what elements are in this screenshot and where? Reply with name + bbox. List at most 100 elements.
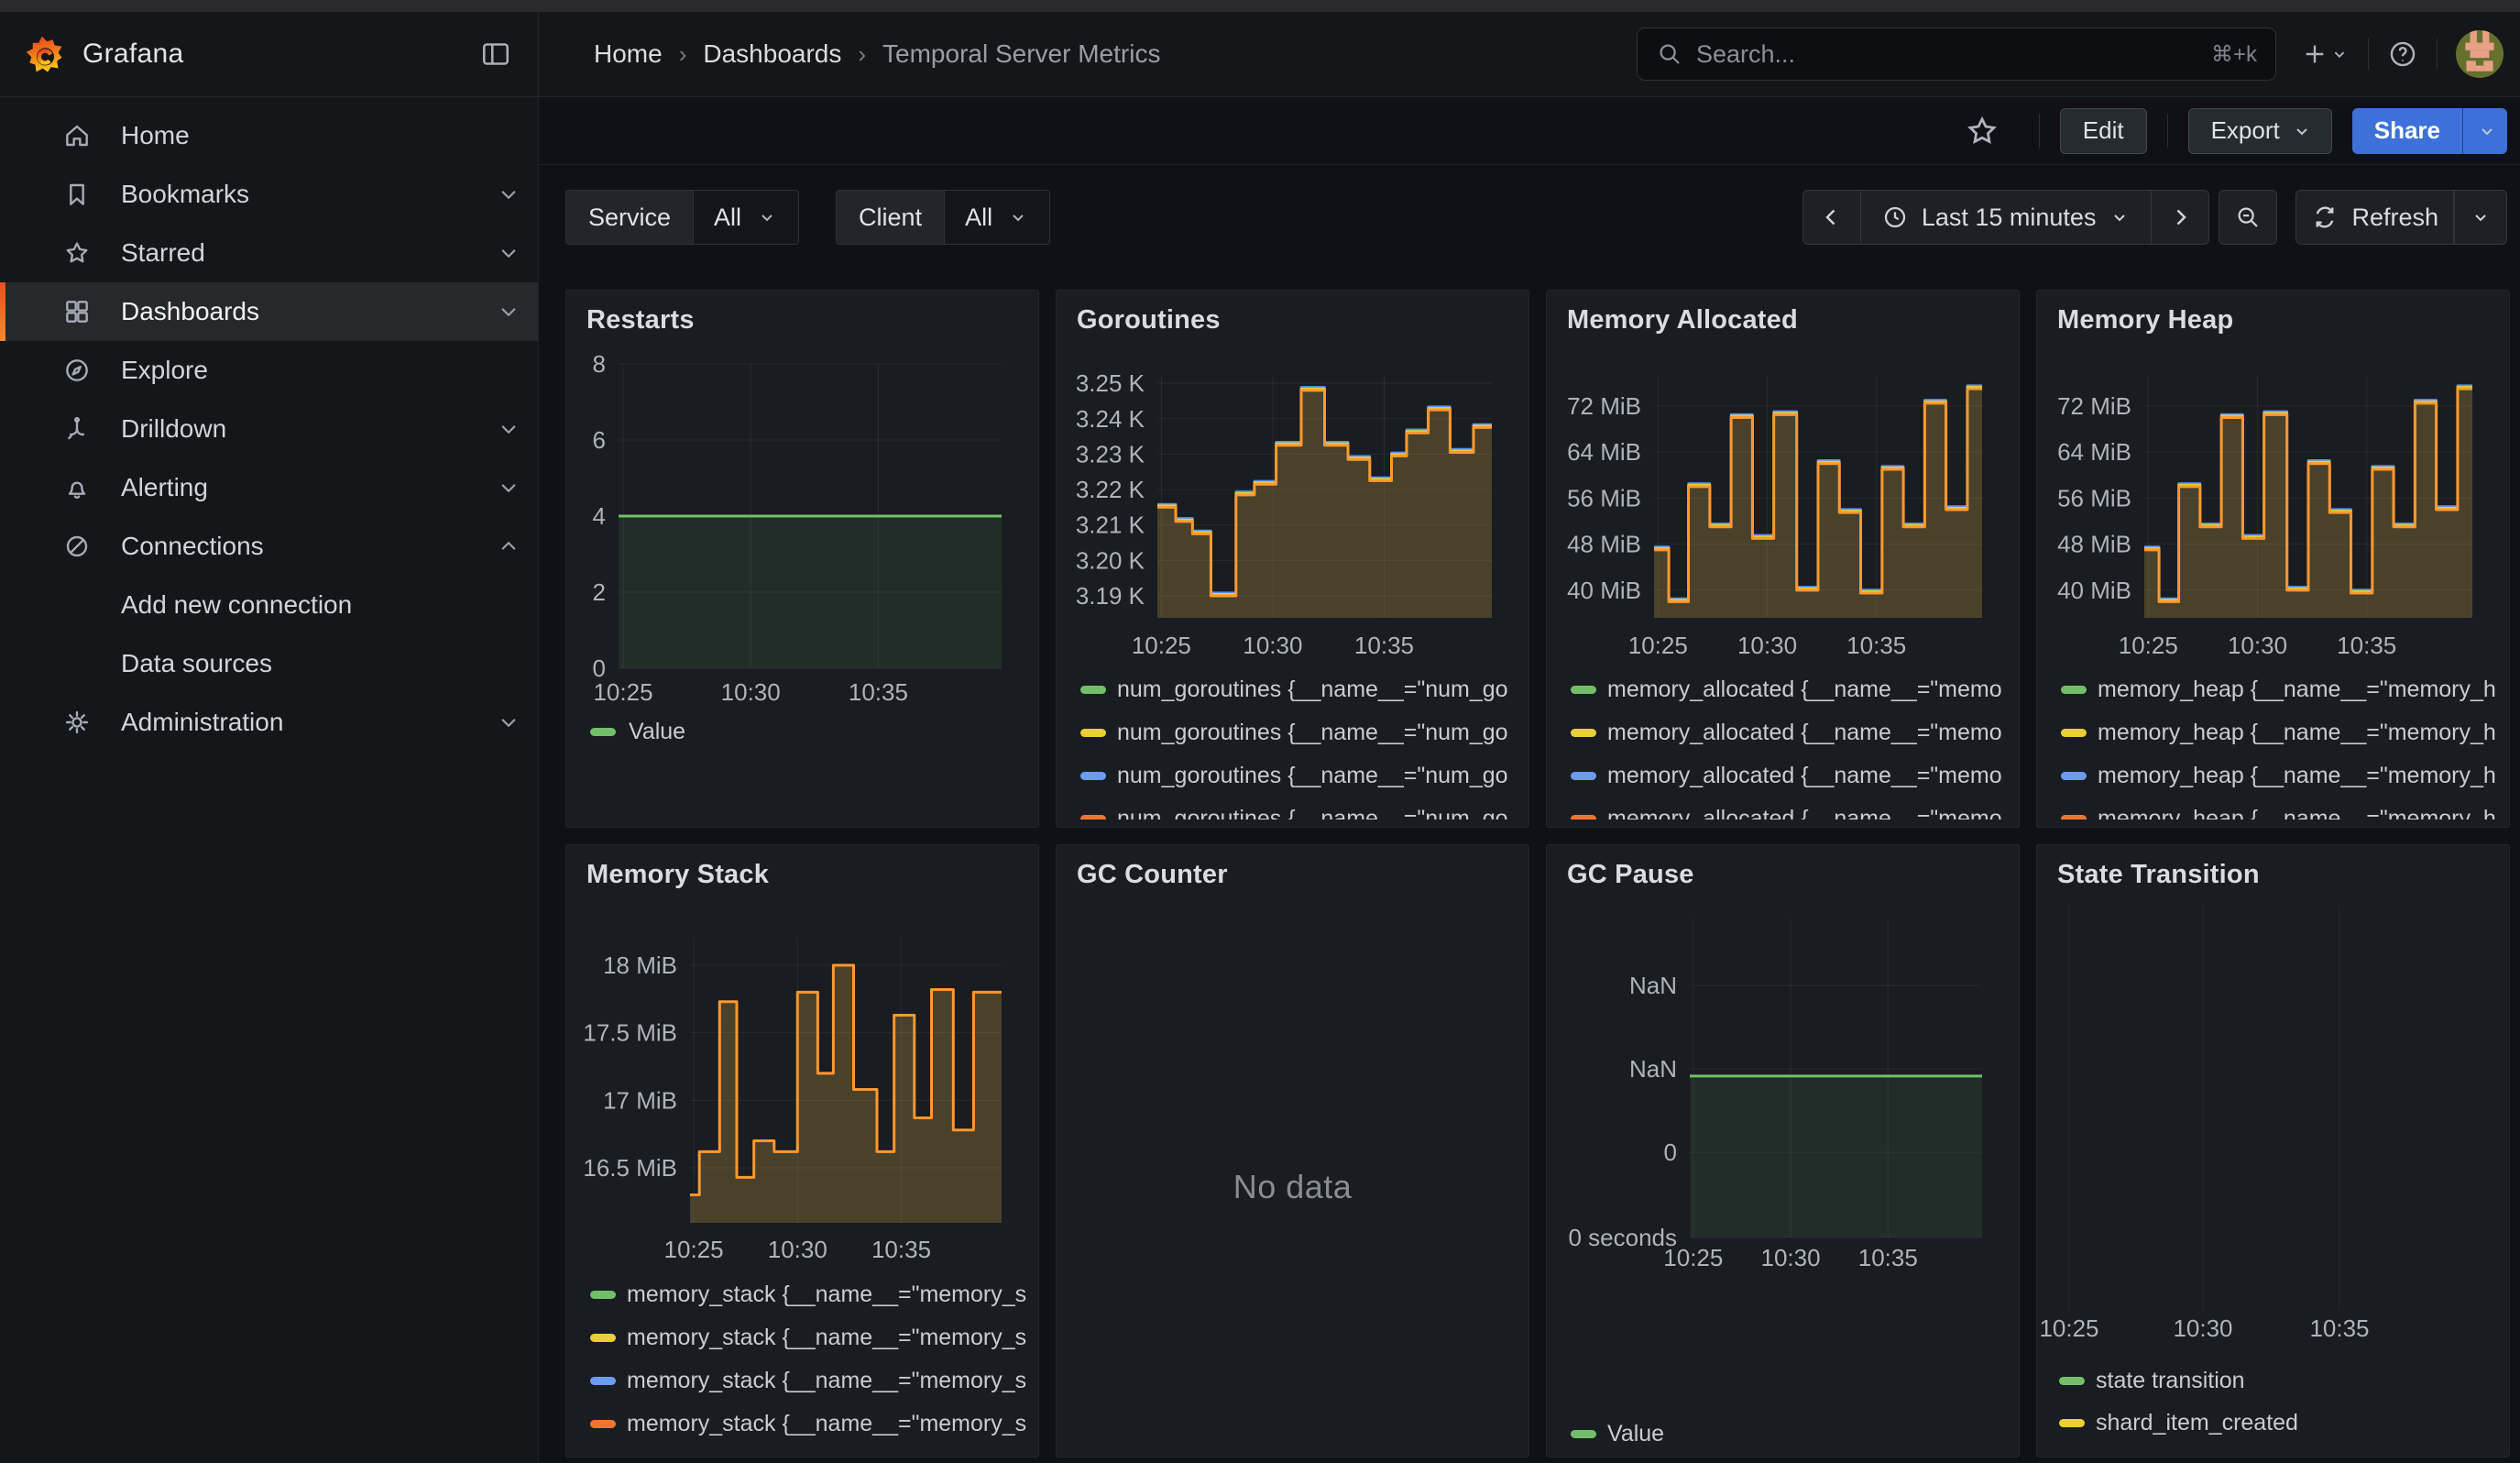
chevron-down-icon[interactable] [495, 474, 522, 501]
legend-swatch [1571, 772, 1596, 780]
svg-text:10:35: 10:35 [1858, 1244, 1918, 1271]
chevron-down-icon[interactable] [495, 298, 522, 325]
legend-label: memory_heap {__name__="memory_h [2098, 720, 2496, 745]
topnav-actions: ⌘+k [1637, 28, 2504, 81]
legend-item[interactable]: memory_heap {__name__="memory_h [2037, 798, 2509, 820]
chevron-down-icon[interactable] [495, 709, 522, 736]
legend-item[interactable]: memory_stack {__name__="memory_s [566, 1316, 1038, 1359]
panel-title[interactable]: State Transition [2057, 860, 2260, 889]
export-label: Export [2210, 116, 2280, 144]
timeseries-chart[interactable]: 8 6 4 2 010:25 10:30 10:35 [566, 291, 1039, 828]
legend-item[interactable]: memory_heap {__name__="memory_h [2037, 668, 2509, 711]
refresh-button[interactable]: Refresh [2295, 190, 2454, 245]
add-button[interactable] [2300, 39, 2350, 69]
panel-title[interactable]: Memory Stack [586, 860, 770, 889]
chevron-down-icon[interactable] [495, 181, 522, 208]
svg-text:10:35: 10:35 [1846, 632, 1906, 659]
share-button[interactable]: Share [2351, 107, 2462, 154]
panel-title[interactable]: Memory Allocated [1567, 305, 1798, 335]
svg-text:10:35: 10:35 [871, 1236, 931, 1263]
breadcrumb-home[interactable]: Home [594, 39, 663, 68]
sidebar-toggle-button[interactable] [477, 36, 514, 72]
chevron-down-icon[interactable] [495, 415, 522, 443]
sidebar-item-drilldown[interactable]: Drilldown [0, 400, 538, 458]
chevron-down-icon [501, 719, 516, 727]
avatar[interactable] [2456, 30, 2504, 78]
timeseries-chart[interactable]: 18 MiB 17.5 MiB 17 MiB 16.5 MiB 10:25 10:30 10… [566, 845, 1039, 1458]
search-input[interactable] [1696, 39, 2198, 69]
sidebar-item-add-new-connection[interactable]: Add new connection [0, 576, 538, 634]
panel-title[interactable]: Goroutines [1077, 305, 1221, 335]
brand-area: Grafana [0, 12, 539, 96]
sidebar-item-explore[interactable]: Explore [0, 341, 538, 400]
sidebar-item-connections[interactable]: Connections [0, 517, 538, 576]
client-filter-value[interactable]: All [944, 191, 1050, 244]
legend-swatch [1571, 686, 1596, 694]
panel-title[interactable]: GC Counter [1077, 860, 1228, 889]
sidebar-item-alerting[interactable]: Alerting [0, 458, 538, 517]
legend-item[interactable]: memory_stack {__name__="memory_s [566, 1402, 1038, 1446]
grafana-logo-icon[interactable] [24, 33, 66, 75]
legend-item[interactable]: num_goroutines {__name__="num_go [1057, 798, 1528, 820]
breadcrumb-dashboards[interactable]: Dashboards [703, 39, 842, 68]
legend-label: memory_stack {__name__="memory_s [627, 1368, 1027, 1393]
service-filter-value[interactable]: All [693, 191, 799, 244]
legend-item[interactable]: memory_allocated {__name__="memo [1547, 668, 2019, 711]
edit-button[interactable]: Edit [2059, 107, 2147, 154]
legend-item[interactable]: Value [1547, 1414, 2019, 1454]
sidebar-item-dashboards[interactable]: Dashboards [0, 282, 538, 341]
legend-item[interactable]: memory_allocated {__name__="memo [1547, 754, 2019, 798]
legend-item[interactable]: shard_item_created [2037, 1402, 2509, 1444]
timeseries-chart[interactable]: 72 MiB 64 MiB 56 MiB 48 MiB 40 MiB 10:25 10:30… [2037, 291, 2510, 828]
search-icon [1660, 44, 1680, 64]
export-button[interactable]: Export [2187, 107, 2332, 154]
sidebar-item-administration[interactable]: Administration [0, 693, 538, 752]
legend-label: memory_heap {__name__="memory_h [2098, 806, 2496, 820]
legend-item[interactable]: memory_heap {__name__="memory_h [2037, 711, 2509, 754]
time-range-button[interactable]: Last 15 minutes [1860, 190, 2152, 245]
sidebar-item-home[interactable]: Home [0, 106, 538, 165]
timeseries-chart[interactable]: 10:25 10:30 10:35 [2037, 845, 2510, 1458]
time-forward-button[interactable] [2151, 190, 2210, 245]
panel-title[interactable]: GC Pause [1567, 860, 1694, 889]
legend-item[interactable]: num_goroutines {__name__="num_go [1057, 754, 1528, 798]
svg-text:10:30: 10:30 [1243, 632, 1302, 659]
zoom-out-icon [2238, 207, 2259, 227]
svg-text:17.5 MiB: 17.5 MiB [583, 1019, 677, 1047]
client-filter-selected: All [965, 203, 993, 231]
timeseries-chart[interactable]: 72 MiB 64 MiB 56 MiB 48 MiB 40 MiB 10:25 10:30… [1547, 291, 2020, 828]
bell-icon [68, 481, 86, 499]
legend-item[interactable]: state transition [2037, 1359, 2509, 1402]
legend-swatch [2061, 815, 2087, 820]
legend-item[interactable]: memory_stack {__name__="memory_s [566, 1273, 1038, 1316]
legend-item[interactable]: Value [566, 711, 1038, 752]
sidebar-item-data-sources[interactable]: Data sources [0, 634, 538, 693]
timeseries-chart[interactable]: 3.25 K 3.24 K 3.23 K 3.22 K 3.21 K 3.20 K 3.19… [1057, 291, 1529, 828]
panel-title[interactable]: Restarts [586, 305, 695, 335]
refresh-interval-button[interactable] [2454, 190, 2507, 245]
svg-text:10:25: 10:25 [2039, 1314, 2098, 1342]
chevron-down-icon[interactable] [495, 239, 522, 267]
panel-goroutines: Goroutines 3.25 K 3.24 K 3.23 K 3.22 K 3.21 K… [1056, 290, 1529, 828]
legend-item[interactable]: memory_allocated {__name__="memo [1547, 798, 2019, 820]
chevron-up-icon[interactable] [495, 533, 522, 560]
time-back-button[interactable] [1802, 190, 1861, 245]
legend-item[interactable]: num_goroutines {__name__="num_go [1057, 711, 1528, 754]
help-button[interactable] [2387, 38, 2418, 70]
panel-gc-counter: GC Counter No data [1056, 844, 1529, 1458]
legend-swatch [1080, 772, 1106, 780]
svg-text:40 MiB: 40 MiB [1567, 577, 1641, 604]
favorite-star-button[interactable] [1964, 113, 2000, 149]
zoom-out-button[interactable] [2219, 190, 2278, 245]
search-box[interactable]: ⌘+k [1637, 28, 2276, 81]
legend-item[interactable]: memory_allocated {__name__="memo [1547, 711, 2019, 754]
legend-item[interactable]: num_goroutines {__name__="num_go [1057, 668, 1528, 711]
panel-title[interactable]: Memory Heap [2057, 305, 2234, 335]
legend-item[interactable]: memory_heap {__name__="memory_h [2037, 754, 2509, 798]
sidebar-item-starred[interactable]: Starred [0, 224, 538, 282]
legend-item[interactable]: memory_stack {__name__="memory_s [566, 1359, 1038, 1402]
share-dropdown-button[interactable] [2462, 107, 2507, 154]
sidebar-item-bookmarks[interactable]: Bookmarks [0, 165, 538, 224]
panel-toggle-icon [482, 43, 509, 65]
